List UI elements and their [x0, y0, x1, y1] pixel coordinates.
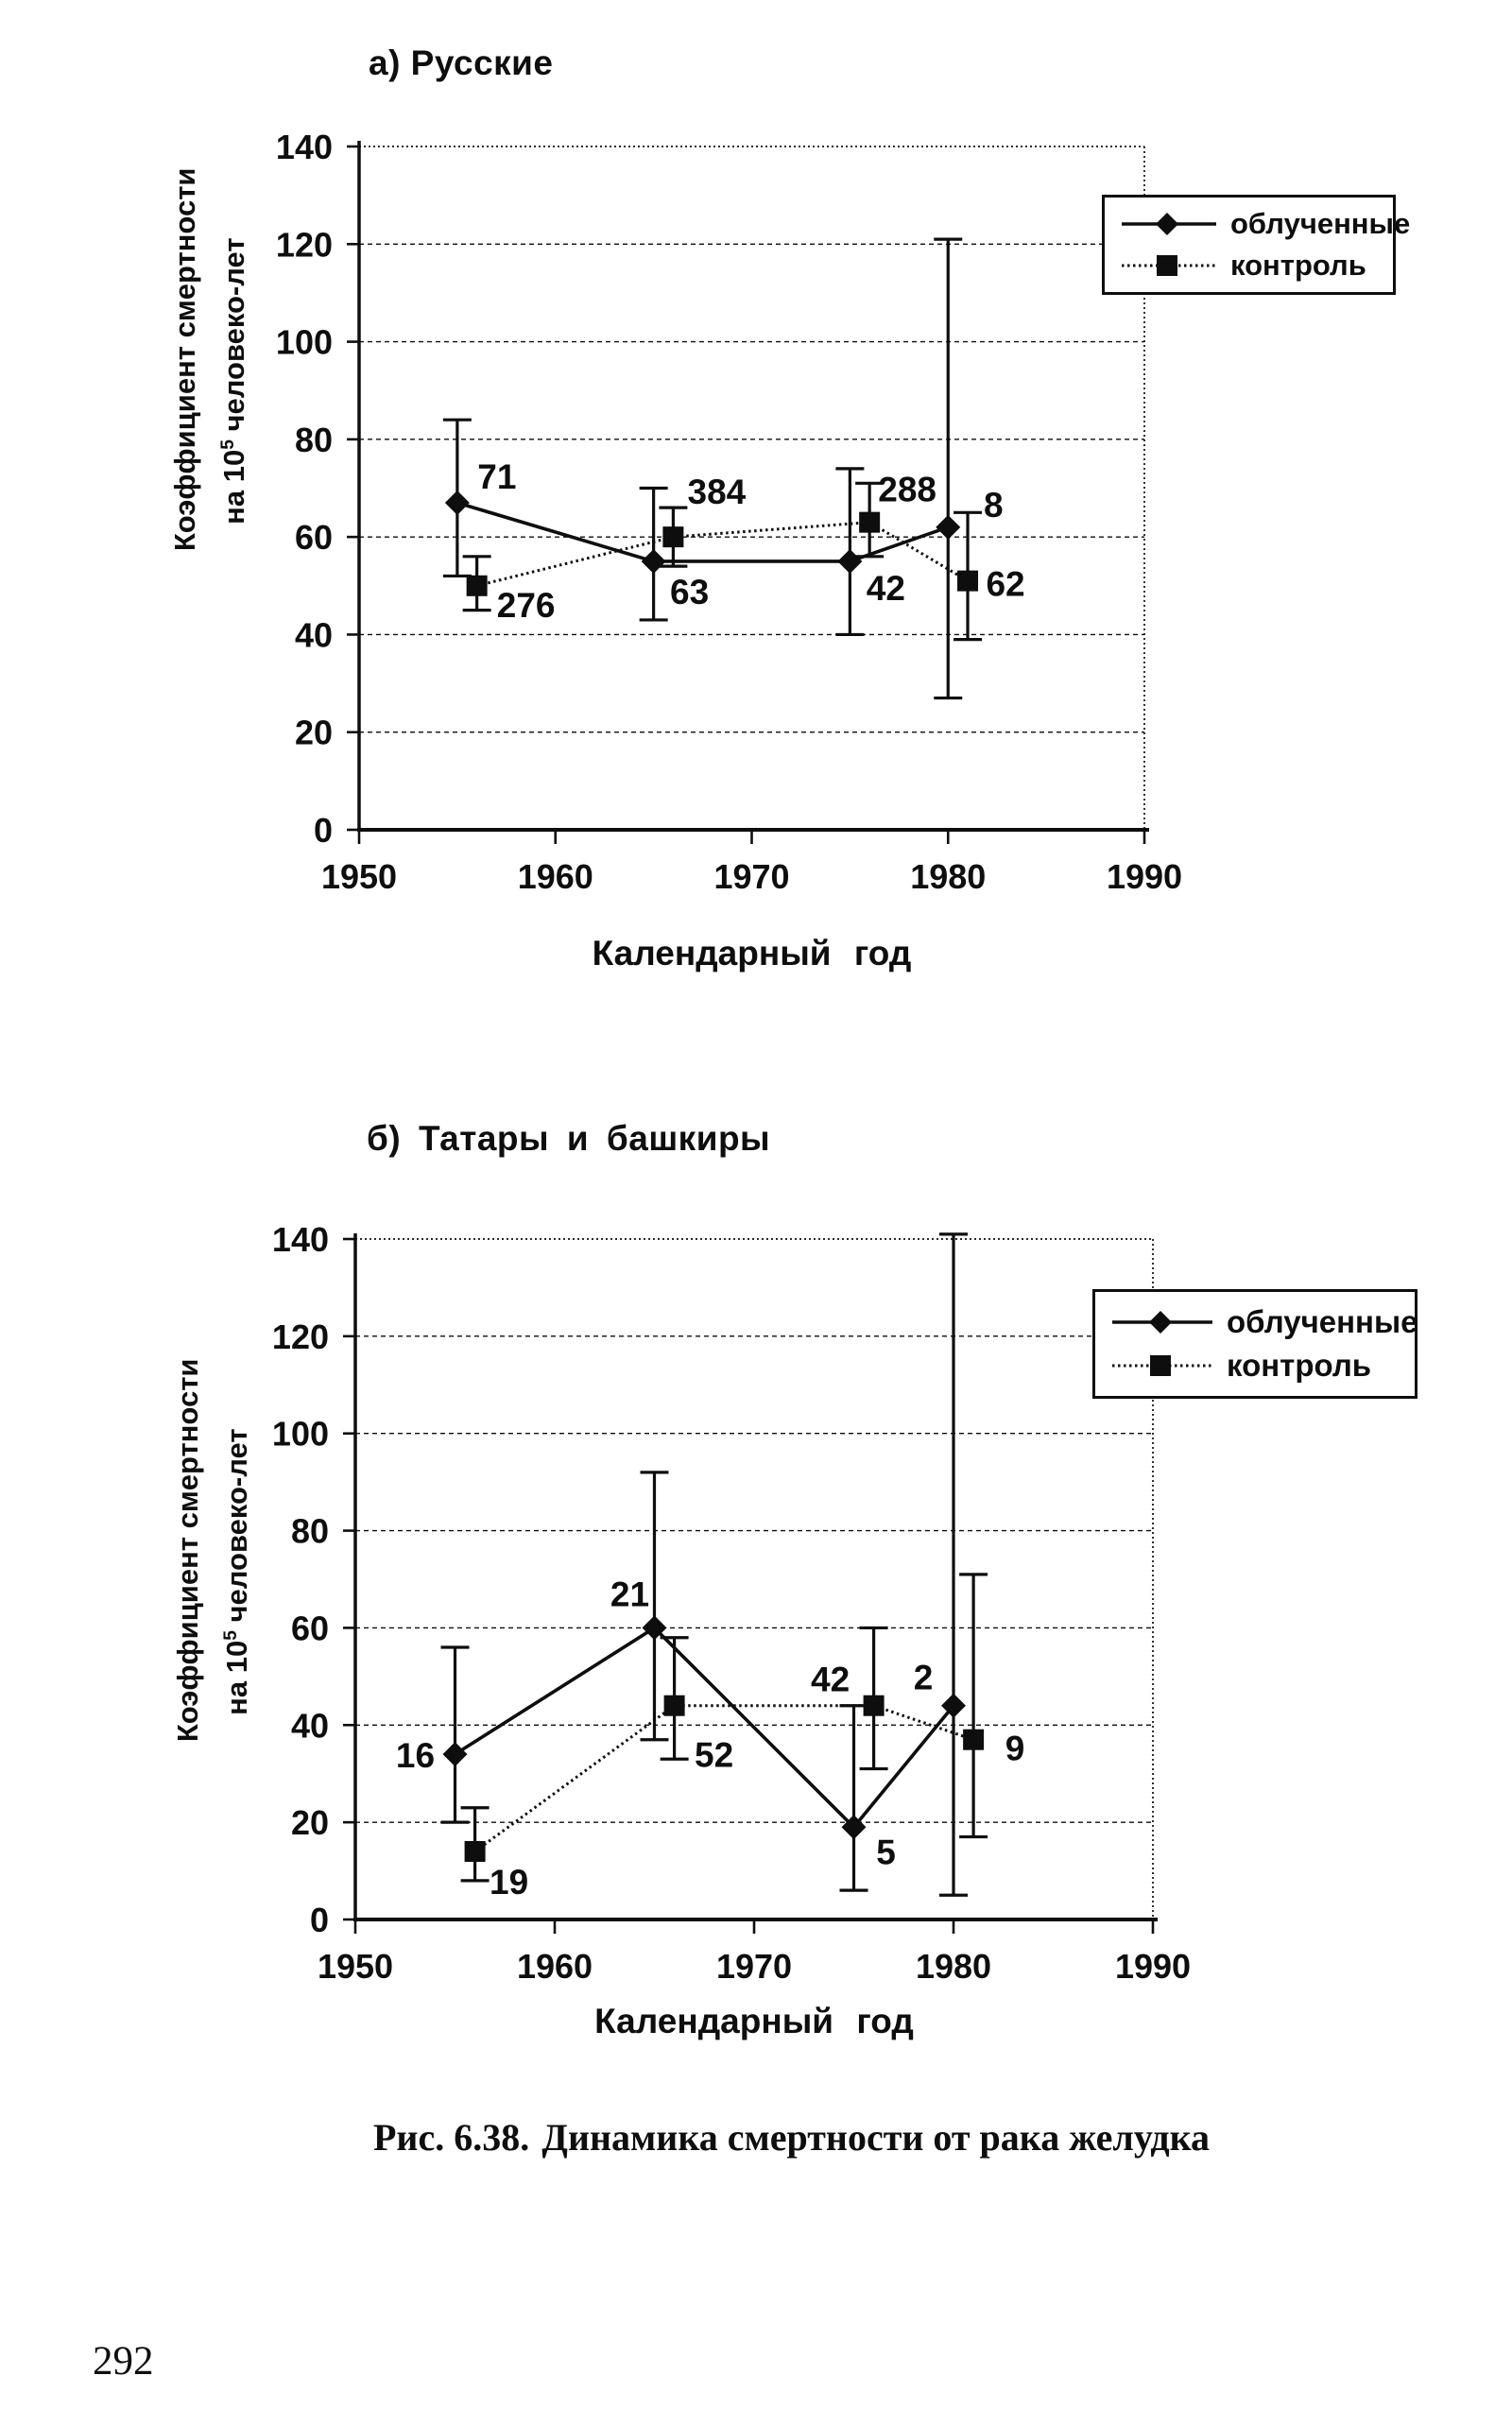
- diamond-marker: [641, 548, 666, 574]
- data-point-label: 9: [1005, 1730, 1025, 1768]
- series-line-diamond: [456, 501, 949, 563]
- data-point-label: 16: [396, 1736, 435, 1775]
- chart-a-legend: облученные контроль: [1102, 195, 1410, 295]
- legend-row-control: контроль: [1110, 1348, 1403, 1384]
- legend-row-irradiated: облученные: [1110, 1304, 1418, 1340]
- chart-b-plot: 0 20 40 60 80 100 120 140 1950 1960 1970 1980 1990 16…: [272, 1220, 1191, 1986]
- square-marker: [662, 526, 684, 548]
- x-tick-label: 1950: [321, 857, 397, 896]
- data-point-label: 5: [876, 1833, 896, 1871]
- y-tick-label: 60: [291, 1609, 329, 1647]
- y-tick-label: 140: [272, 1220, 329, 1259]
- diamond-marker: [442, 1742, 468, 1767]
- data-point-label: 288: [878, 471, 936, 509]
- x-tick-label: 1970: [716, 1947, 792, 1986]
- irradiated-diamond-marker-icon: [1110, 1307, 1214, 1337]
- figure-caption-number: Рис. 6.38.: [373, 2116, 530, 2159]
- diamond-marker: [444, 490, 470, 515]
- series-line-diamond: [454, 1626, 955, 1830]
- series-line-square: [473, 1704, 974, 1853]
- y-tick-label: 100: [272, 1415, 329, 1454]
- diamond-marker: [837, 548, 863, 574]
- data-point-label: 21: [610, 1575, 649, 1613]
- y-tick-label: 0: [314, 811, 333, 850]
- legend-label-control: контроль: [1230, 249, 1366, 282]
- x-tick-label: 1950: [318, 1947, 393, 1986]
- figure-caption: Рис. 6.38. Динамика смертности от рака же…: [373, 2115, 1210, 2160]
- y-tick-label: 20: [291, 1803, 329, 1842]
- diamond-marker: [941, 1693, 966, 1718]
- chart-b-legend: облученные контроль: [1092, 1289, 1418, 1399]
- y-tick-label: 120: [276, 225, 333, 264]
- data-point-label: 384: [688, 473, 747, 511]
- superscript-5: 5: [217, 439, 238, 450]
- data-point-label: 19: [490, 1863, 528, 1902]
- page-number: 292: [93, 2339, 154, 2384]
- control-square-marker-icon: [1120, 251, 1218, 280]
- legend-label-irradiated: облученные: [1230, 207, 1411, 240]
- y-tick-label: 120: [272, 1317, 329, 1356]
- x-tick-label: 1970: [713, 857, 789, 896]
- x-tick-label: 1980: [916, 1947, 991, 1986]
- y-tick-label: 140: [276, 128, 333, 166]
- yaxis-title-line1: Коэффициент смертности: [167, 167, 201, 552]
- legend-label-irradiated: облученные: [1227, 1304, 1418, 1339]
- diamond-marker: [936, 514, 961, 540]
- data-point-label: 71: [477, 457, 516, 496]
- data-point-label: 42: [867, 569, 905, 608]
- y-tick-label: 80: [291, 1512, 329, 1551]
- x-tick-label: 1960: [518, 857, 593, 896]
- x-tick-label: 1990: [1107, 857, 1182, 896]
- irradiated-diamond-marker-icon: [1120, 210, 1218, 238]
- square-marker: [466, 575, 488, 596]
- diamond-marker: [841, 1815, 867, 1840]
- x-tick-label: 1990: [1115, 1947, 1191, 1986]
- y-tick-label: 0: [310, 1901, 329, 1939]
- y-tick-label: 100: [276, 323, 333, 362]
- legend-row-irradiated: облученные: [1120, 207, 1410, 241]
- square-marker: [957, 570, 979, 592]
- x-tick-label: 1980: [910, 857, 986, 896]
- data-point-label: 42: [811, 1661, 850, 1699]
- y-tick-label: 80: [295, 421, 333, 459]
- yaxis-title-line1: Коэффициент смертности: [170, 1358, 204, 1743]
- control-square-marker-icon: [1110, 1351, 1214, 1381]
- data-point-label: 52: [695, 1736, 733, 1775]
- diamond-marker: [642, 1615, 667, 1641]
- x-tick-label: 1960: [517, 1947, 593, 1986]
- y-tick-label: 40: [291, 1706, 329, 1745]
- square-marker: [663, 1695, 685, 1716]
- series-line-square: [476, 521, 969, 588]
- data-point-label: 63: [670, 573, 709, 611]
- data-point-label: 8: [984, 486, 1004, 525]
- y-tick-label: 40: [295, 615, 333, 654]
- square-marker: [863, 1695, 885, 1716]
- data-point-label: 2: [914, 1659, 934, 1697]
- superscript-5: 5: [220, 1630, 241, 1641]
- chart-a-title: а) Русские: [369, 43, 554, 82]
- square-marker: [963, 1729, 985, 1750]
- legend-label-control: контроль: [1227, 1348, 1372, 1383]
- chart-b-xaxis-title: Календарный год: [594, 2002, 914, 2040]
- figure-caption-text: Динамика смертности от рака желудка: [541, 2116, 1211, 2159]
- data-point-label: 276: [497, 586, 556, 625]
- chart-a-plot: 0 20 40 60 80 100 120 140 1950 1960 1970 1980 1990 71…: [276, 128, 1182, 896]
- square-marker: [464, 1841, 486, 1862]
- chart-a-yaxis-title: Коэффициент смертности на 105 человеко-л…: [163, 167, 256, 552]
- legend-row-control: контроль: [1120, 249, 1382, 283]
- chart-b-title: б) Татары и башкиры: [367, 1119, 771, 1158]
- y-tick-label: 20: [295, 714, 333, 752]
- data-point-label: 62: [986, 565, 1024, 604]
- chart-a-xaxis-title: Календарный год: [592, 934, 912, 973]
- square-marker: [859, 511, 881, 533]
- y-tick-label: 60: [295, 518, 333, 557]
